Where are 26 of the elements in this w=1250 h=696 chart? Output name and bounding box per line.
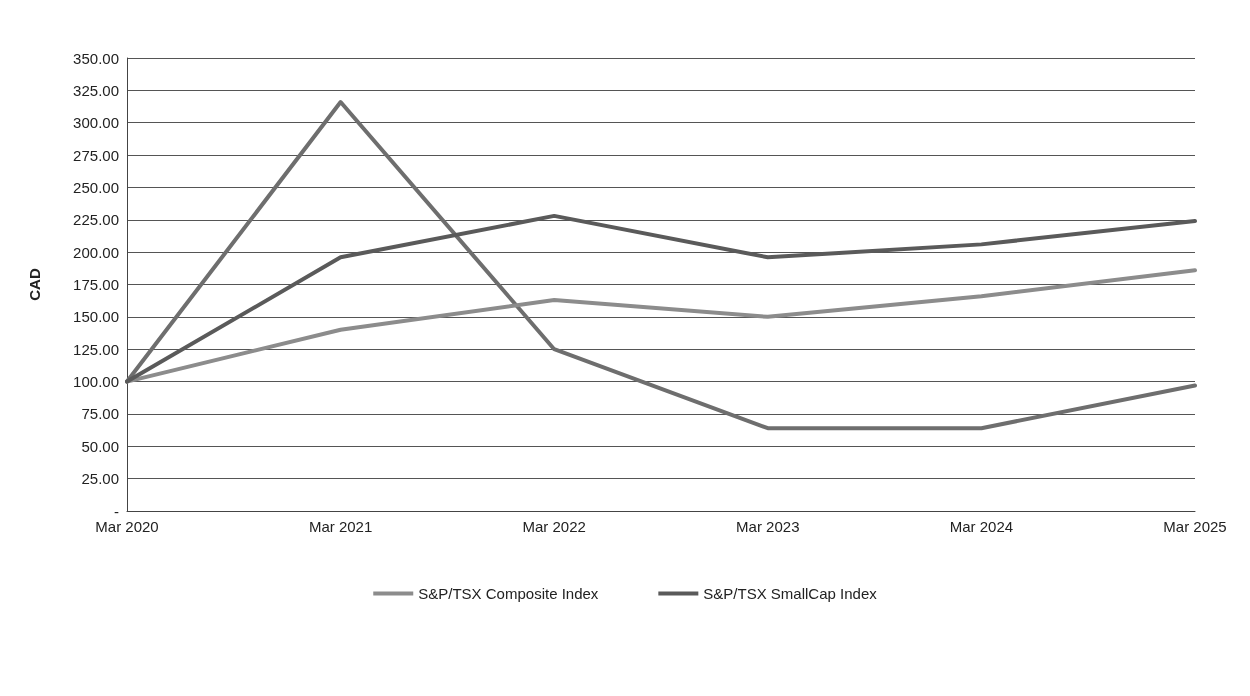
x-tick-label: Mar 2024 [949, 518, 1014, 535]
y-tick-label: 125.00 [73, 340, 119, 358]
y-tick-label: - [114, 502, 119, 520]
x-tick-label: Mar 2020 [95, 518, 159, 535]
y-tick-label: 25.00 [81, 470, 119, 488]
y-tick-label: 100.00 [73, 373, 119, 391]
y-tick-label: 225.00 [73, 211, 119, 229]
line-series [125, 100, 1197, 431]
x-tick-label: Mar 2021 [308, 518, 373, 535]
y-tick-label: 75.00 [81, 405, 119, 423]
legend-label: S&P/TSX SmallCap Index [703, 585, 878, 602]
x-tick-label: Mar 2023 [736, 518, 800, 535]
y-tick-label: 150.00 [73, 308, 119, 326]
y-tick-label: 275.00 [73, 146, 119, 164]
y-tick-label: 325.00 [73, 81, 119, 99]
legend-label: S&P/TSX Composite Index [418, 585, 599, 602]
y-tick-label: 250.00 [73, 178, 119, 196]
y-tick-label: 175.00 [73, 276, 119, 293]
y-tick-label: 50.00 [81, 437, 119, 455]
line-series [125, 213, 1197, 384]
y-tick-label: 200.00 [73, 243, 119, 261]
x-tick-label: Mar 2022 [522, 518, 586, 535]
y-tick-label: 350.00 [73, 49, 119, 67]
y-axis-title: CAD [26, 268, 43, 301]
x-tick-label: Mar 2025 [1163, 518, 1227, 535]
y-tick-label: 300.00 [73, 114, 119, 132]
